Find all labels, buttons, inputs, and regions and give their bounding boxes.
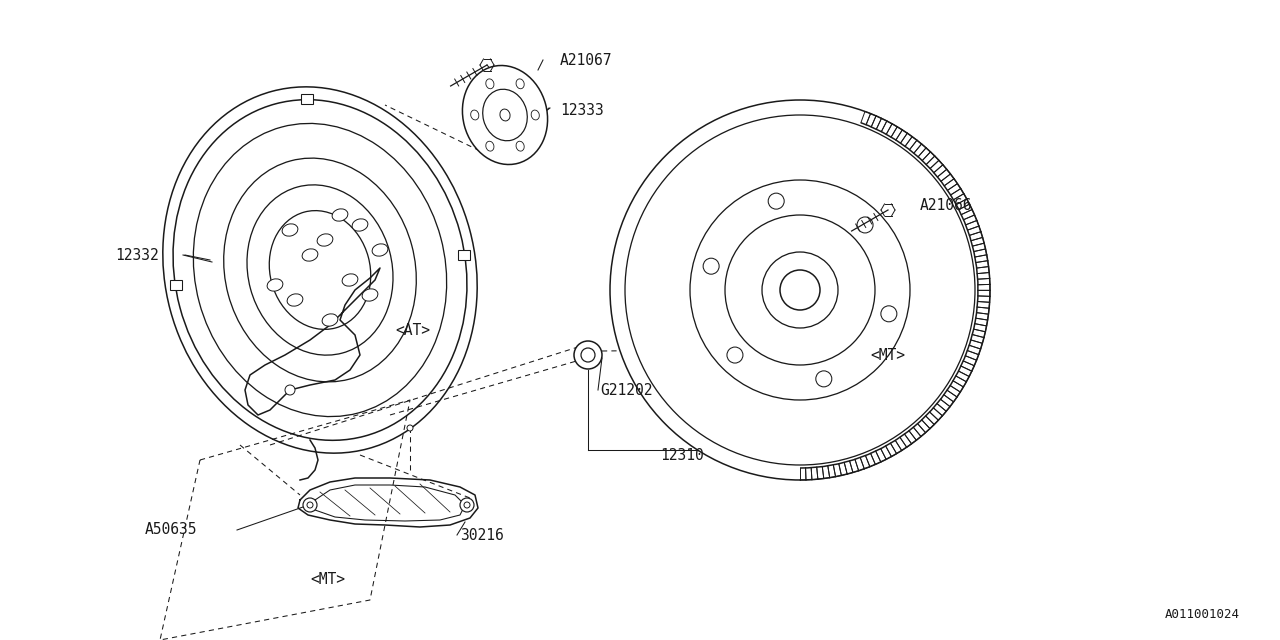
Circle shape [460,498,474,512]
Circle shape [611,100,989,480]
Text: A21066: A21066 [920,198,973,212]
Text: G21202: G21202 [600,383,653,397]
Text: A21067: A21067 [561,52,613,67]
Ellipse shape [268,279,283,291]
Circle shape [573,341,602,369]
Ellipse shape [282,224,298,236]
Ellipse shape [332,209,348,221]
Ellipse shape [287,294,303,306]
Ellipse shape [500,109,509,121]
Text: 30216: 30216 [460,527,504,543]
Circle shape [780,270,820,310]
Circle shape [407,425,413,431]
Circle shape [815,371,832,387]
FancyBboxPatch shape [458,250,471,260]
Text: <MT>: <MT> [310,573,346,588]
Text: 12333: 12333 [561,102,604,118]
Ellipse shape [323,314,338,326]
Ellipse shape [317,234,333,246]
Ellipse shape [516,79,525,89]
Ellipse shape [462,65,548,164]
Ellipse shape [471,110,479,120]
Circle shape [307,502,314,508]
Ellipse shape [372,244,388,256]
Text: <MT>: <MT> [870,348,905,362]
Ellipse shape [483,89,527,141]
Circle shape [727,347,742,363]
Ellipse shape [342,274,358,286]
FancyBboxPatch shape [301,93,314,104]
Ellipse shape [362,289,378,301]
Ellipse shape [352,219,367,231]
Ellipse shape [302,249,317,261]
Text: 12310: 12310 [660,447,704,463]
Circle shape [303,498,317,512]
Ellipse shape [531,110,539,120]
FancyBboxPatch shape [169,280,182,290]
Circle shape [285,385,294,395]
Circle shape [881,306,897,322]
Ellipse shape [486,141,494,151]
Text: 12332: 12332 [115,248,159,262]
Text: <AT>: <AT> [396,323,430,337]
Text: A011001024: A011001024 [1165,609,1240,621]
Circle shape [465,502,470,508]
Circle shape [768,193,785,209]
Ellipse shape [516,141,525,151]
Circle shape [858,217,873,233]
Circle shape [581,348,595,362]
Circle shape [703,258,719,274]
Text: A50635: A50635 [145,522,197,538]
Ellipse shape [486,79,494,89]
